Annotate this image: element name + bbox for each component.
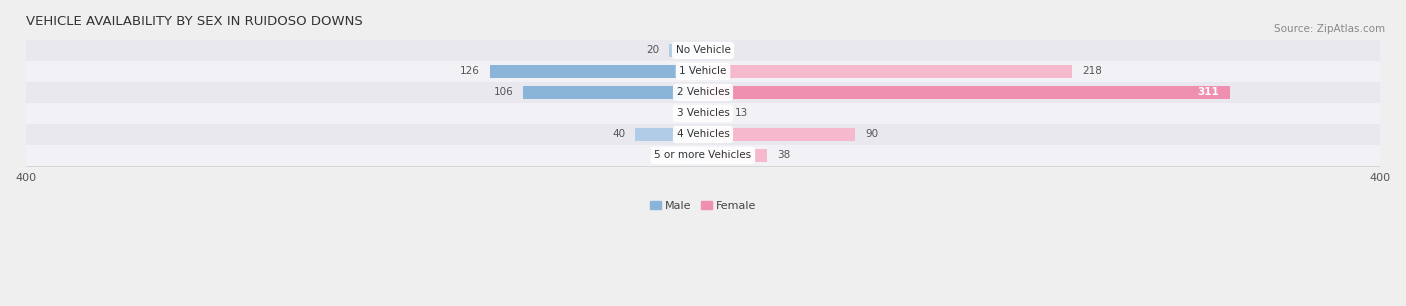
Text: 20: 20: [645, 45, 659, 55]
Bar: [25, 145, 1381, 166]
Text: 0: 0: [686, 108, 693, 118]
Bar: [703, 86, 1230, 99]
Text: 40: 40: [612, 129, 626, 140]
Bar: [676, 149, 703, 162]
Text: 2 Vehicles: 2 Vehicles: [676, 88, 730, 97]
Bar: [25, 124, 1381, 145]
Bar: [703, 65, 1073, 78]
Bar: [703, 149, 768, 162]
Text: 13: 13: [735, 108, 748, 118]
Text: 5 or more Vehicles: 5 or more Vehicles: [654, 151, 752, 160]
Bar: [25, 103, 1381, 124]
Bar: [669, 44, 703, 57]
Bar: [25, 61, 1381, 82]
Text: 218: 218: [1083, 66, 1102, 76]
Bar: [703, 128, 855, 141]
Text: 4 Vehicles: 4 Vehicles: [676, 129, 730, 140]
Bar: [25, 40, 1381, 61]
Bar: [636, 128, 703, 141]
Text: VEHICLE AVAILABILITY BY SEX IN RUIDOSO DOWNS: VEHICLE AVAILABILITY BY SEX IN RUIDOSO D…: [25, 15, 363, 28]
Bar: [489, 65, 703, 78]
Text: 311: 311: [1198, 88, 1219, 97]
Text: 3 Vehicles: 3 Vehicles: [676, 108, 730, 118]
Legend: Male, Female: Male, Female: [645, 196, 761, 215]
Text: 1 Vehicle: 1 Vehicle: [679, 66, 727, 76]
Text: 16: 16: [652, 151, 665, 160]
Text: 38: 38: [778, 151, 790, 160]
Text: 90: 90: [866, 129, 879, 140]
Text: Source: ZipAtlas.com: Source: ZipAtlas.com: [1274, 24, 1385, 35]
Bar: [523, 86, 703, 99]
Text: 106: 106: [494, 88, 513, 97]
Bar: [703, 107, 725, 120]
Text: 126: 126: [460, 66, 479, 76]
Text: 0: 0: [713, 45, 720, 55]
Bar: [25, 82, 1381, 103]
Text: No Vehicle: No Vehicle: [675, 45, 731, 55]
